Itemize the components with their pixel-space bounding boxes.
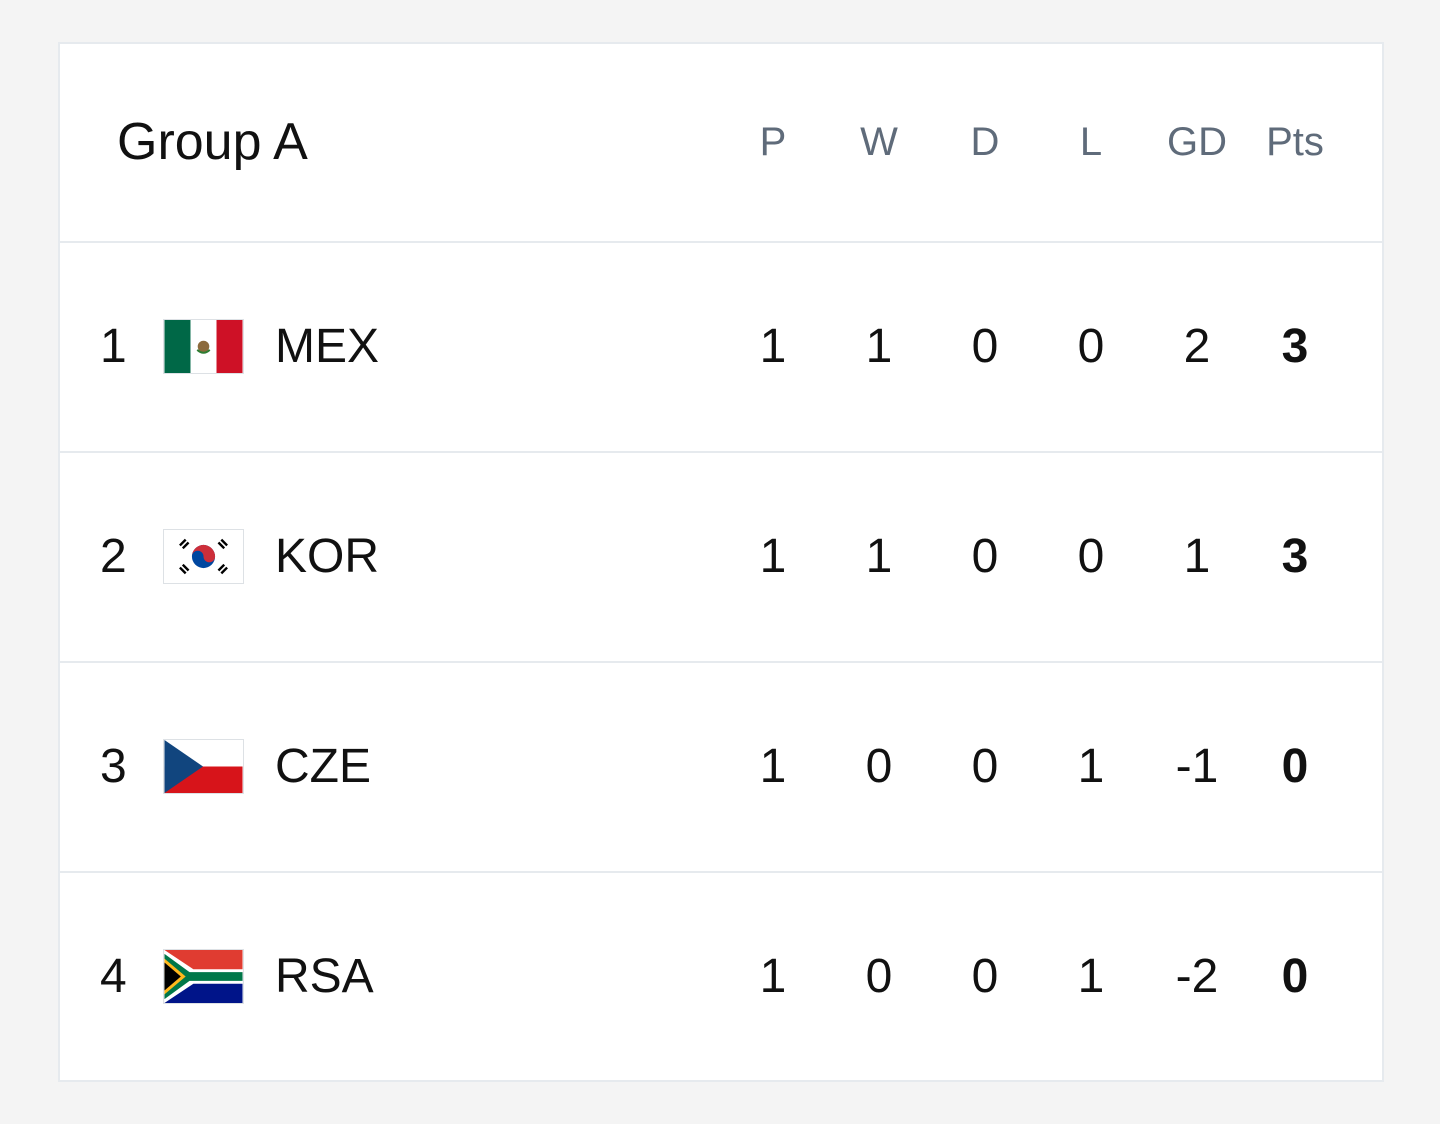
flag-mexico	[163, 319, 244, 374]
stat: 0	[1281, 950, 1309, 1003]
team-row: 3 CZE 1 0 0 1 -1 0	[60, 663, 1382, 873]
stat: 0	[1077, 530, 1105, 583]
team-row: 4 RSA 1 0 0 1 -2 0	[60, 873, 1382, 1081]
team-name: MEX	[275, 320, 380, 373]
column-header: D	[970, 120, 1000, 164]
column-header: P	[759, 120, 787, 164]
rank: 3	[100, 740, 127, 793]
rank: 4	[100, 950, 127, 1003]
stat: 0	[865, 950, 893, 1003]
stat: 3	[1281, 530, 1309, 583]
stat: 1	[759, 950, 787, 1003]
flag-czechia	[163, 739, 244, 794]
stat: 1	[1183, 530, 1211, 583]
stat: 0	[865, 740, 893, 793]
flag-south-africa	[163, 949, 244, 1004]
stat: 1	[759, 740, 787, 793]
stat: 1	[865, 530, 893, 583]
standings-card: Group A P W D L GD Pts 1 MEX 1 1 0 0 2 3 2 KOR 1…	[58, 42, 1384, 1082]
column-header: L	[1079, 120, 1103, 164]
stat: 0	[1281, 740, 1309, 793]
header-row: Group A P W D L GD Pts	[60, 44, 1382, 243]
stat: 0	[971, 950, 999, 1003]
rank: 2	[100, 530, 127, 583]
group-title: Group A	[117, 113, 308, 171]
team-name: RSA	[275, 950, 374, 1003]
team-name: KOR	[275, 530, 380, 583]
flag-korea	[163, 529, 244, 584]
stat: 0	[971, 320, 999, 373]
column-header: GD	[1167, 120, 1227, 164]
stat: 1	[865, 320, 893, 373]
stat: -2	[1175, 950, 1219, 1003]
stat: 1	[1077, 740, 1105, 793]
team-name: CZE	[275, 740, 371, 793]
team-row: 2 KOR 1 1 0 0 1 3	[60, 453, 1382, 663]
rank: 1	[100, 320, 127, 373]
stat: 0	[971, 530, 999, 583]
team-row: 1 MEX 1 1 0 0 2 3	[60, 243, 1382, 453]
stat: 1	[759, 530, 787, 583]
stat: 0	[1077, 320, 1105, 373]
stat: 2	[1183, 320, 1211, 373]
column-header: W	[860, 120, 898, 164]
stat: -1	[1175, 740, 1219, 793]
stat: 3	[1281, 320, 1309, 373]
stat: 0	[971, 740, 999, 793]
stat: 1	[759, 320, 787, 373]
column-header: Pts	[1266, 120, 1324, 164]
stat: 1	[1077, 950, 1105, 1003]
